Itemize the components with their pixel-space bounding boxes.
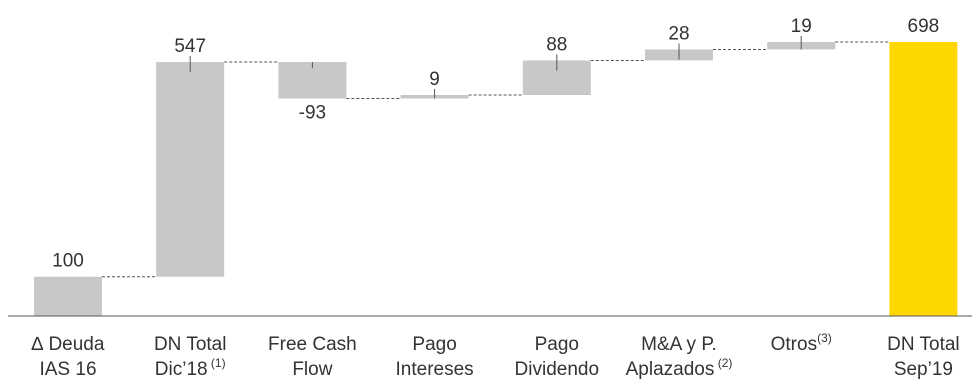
tick-marks-layer — [189, 36, 802, 99]
footnote-marker: (3) — [817, 331, 832, 345]
category-label-5-line2: Dividendo — [515, 359, 600, 380]
category-label-4-line1: Pago — [412, 334, 456, 355]
category-label-2-line1: DN Total — [154, 334, 227, 355]
value-label-2: 547 — [174, 36, 206, 57]
category-label-4-line2: Intereses — [396, 359, 474, 380]
footnote-marker: (2) — [714, 356, 732, 370]
value-label-4: 9 — [429, 69, 440, 90]
bar-2 — [156, 62, 225, 277]
value-label-5: 88 — [546, 34, 567, 55]
category-label-7-line1: Otros(3) — [771, 331, 832, 355]
category-label-5-line1: Pago — [535, 334, 579, 355]
category-label-3-line1: Free Cash — [268, 334, 357, 355]
value-label-8: 698 — [908, 16, 940, 37]
category-label-1-line1: ∆ Deuda — [32, 334, 105, 355]
value-labels-layer: 100 547 -93 9 88 28 19 698 — [52, 16, 939, 272]
value-label-1: 100 — [52, 251, 84, 272]
footnote-marker: (1) — [208, 356, 226, 370]
bars-layer — [34, 42, 958, 316]
category-label-8-line2: Sep’19 — [894, 359, 953, 380]
value-label-7: 19 — [791, 16, 812, 37]
value-label-6: 28 — [668, 23, 689, 44]
category-label-6-line1: M&A y P. — [641, 334, 717, 355]
category-label-2-line2: Dic’18 (1) — [155, 356, 226, 380]
category-label-8-line1: DN Total — [887, 334, 960, 355]
value-label-3: -93 — [299, 103, 326, 124]
bar-3 — [278, 62, 347, 99]
bar-1 — [34, 276, 102, 316]
connectors-layer — [102, 41, 890, 278]
bar-8 — [889, 42, 958, 316]
category-label-3-line2: Flow — [292, 359, 332, 380]
category-label-6-line2: Aplazados (2) — [626, 356, 733, 380]
category-label-1-line2: IAS 16 — [39, 359, 96, 380]
